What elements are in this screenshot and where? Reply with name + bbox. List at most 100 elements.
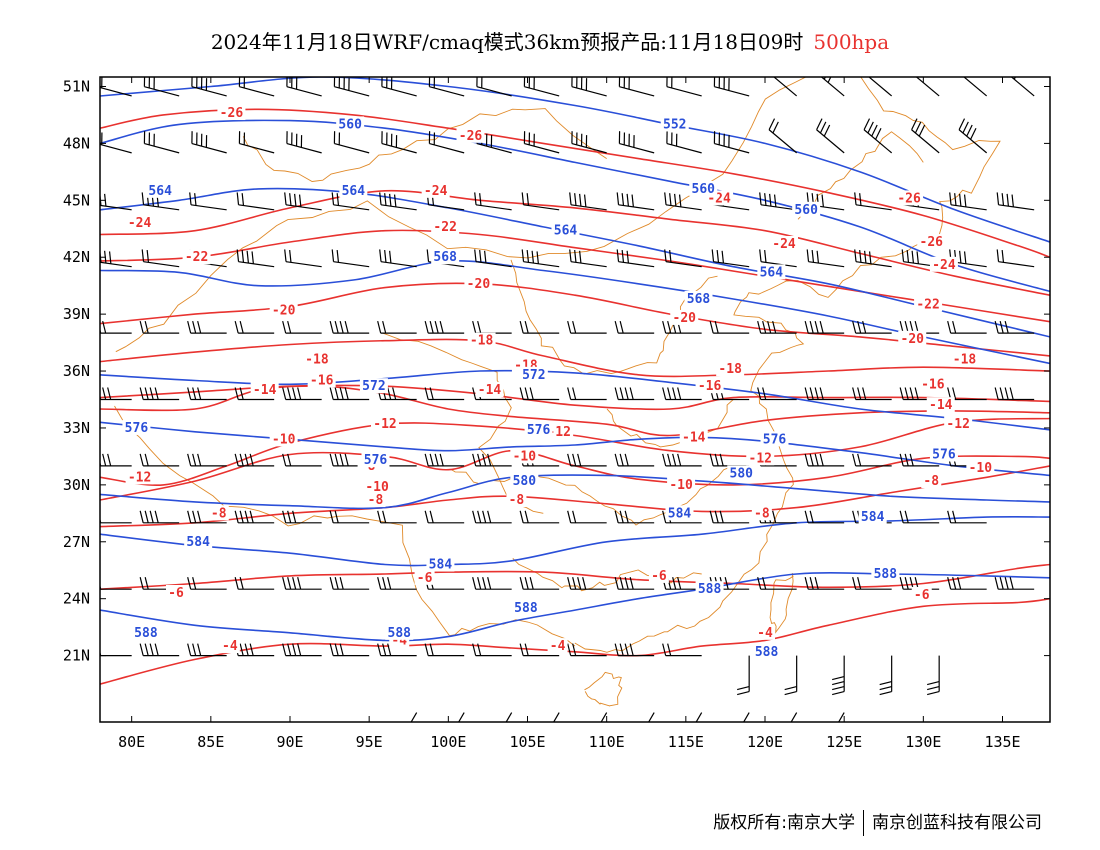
wind-barb bbox=[377, 320, 417, 334]
contour-label-bg bbox=[182, 249, 211, 265]
contour-label-bg bbox=[917, 234, 946, 250]
boundary-line bbox=[512, 557, 702, 592]
wind-barb bbox=[832, 655, 845, 696]
wind-barb bbox=[519, 577, 560, 590]
contour-label-bg bbox=[510, 473, 539, 489]
contour-label: 580 bbox=[513, 474, 537, 489]
boundary-line bbox=[242, 108, 607, 182]
wind-barb bbox=[377, 577, 417, 590]
wind-barb bbox=[474, 192, 512, 211]
wind-barb bbox=[852, 387, 892, 401]
contour-label-bg bbox=[385, 624, 414, 640]
contour-label: -14 bbox=[253, 383, 277, 398]
wind-barb bbox=[139, 387, 180, 401]
wind-barb bbox=[567, 453, 607, 467]
wind-barb bbox=[804, 577, 845, 590]
contour-label-bg bbox=[858, 509, 887, 525]
contour-label: 584 bbox=[861, 510, 885, 525]
contour-labels: -26-26-26-26-24-24-24-24-24-22-22-22-20-… bbox=[122, 105, 995, 660]
wind-barb bbox=[662, 453, 702, 467]
wind-barb bbox=[282, 643, 322, 657]
contour-label: 564 bbox=[148, 184, 172, 199]
contour-label: -20 bbox=[901, 332, 925, 347]
contour-label-bg bbox=[757, 264, 786, 280]
contour-label-bg bbox=[929, 446, 958, 462]
contour-label: -6 bbox=[914, 588, 930, 603]
contour-label-bg bbox=[929, 256, 958, 272]
wind-barb bbox=[286, 131, 322, 154]
contour-label: 576 bbox=[125, 421, 149, 436]
contour-label: -10 bbox=[669, 478, 693, 493]
boundary-line bbox=[114, 405, 576, 647]
wind-barb bbox=[519, 510, 560, 524]
contour-label-bg bbox=[944, 416, 973, 432]
wind-barb bbox=[614, 387, 655, 401]
wind-barb bbox=[854, 249, 892, 268]
temperature-contour-line bbox=[100, 282, 1050, 357]
wind-barb bbox=[567, 387, 607, 401]
contour-label: -12 bbox=[946, 417, 969, 432]
y-tick-label: 48N bbox=[63, 134, 90, 152]
temperature-contour-line bbox=[100, 597, 1050, 685]
wind-barb bbox=[100, 517, 132, 524]
contour-label: 564 bbox=[342, 184, 366, 199]
wind-barb bbox=[709, 320, 750, 334]
contour-label-bg bbox=[421, 182, 450, 198]
wind-barb bbox=[911, 118, 940, 154]
contour-label: 560 bbox=[794, 203, 818, 218]
wind-barb bbox=[139, 320, 180, 334]
contour-label-bg bbox=[792, 201, 821, 217]
contour-label: 588 bbox=[514, 601, 538, 616]
wind-barb bbox=[381, 131, 417, 154]
contour-label: -8 bbox=[211, 506, 227, 521]
wind-barb bbox=[790, 712, 798, 722]
wind-barb bbox=[784, 655, 798, 696]
contour-label: -14 bbox=[682, 430, 706, 445]
contour-label: 588 bbox=[874, 567, 898, 582]
y-tick-label: 24N bbox=[63, 590, 90, 608]
contour-label-bg bbox=[918, 376, 947, 392]
wind-barb bbox=[879, 655, 893, 696]
boundary-line bbox=[450, 465, 734, 526]
x-tick-label: 110E bbox=[589, 733, 625, 751]
wind-barb bbox=[379, 249, 417, 268]
wind-barb bbox=[757, 320, 797, 334]
axes: 80E 85E 90E 95E 100E 105E 110E 115E 120E 125E 130E… bbox=[63, 77, 1050, 751]
wind-barb bbox=[713, 77, 750, 97]
contour-label: 560 bbox=[338, 117, 362, 132]
wind-barb bbox=[377, 643, 417, 657]
temperature-contour-line bbox=[100, 338, 1050, 378]
contour-label: 564 bbox=[554, 224, 578, 239]
wind-barb bbox=[424, 387, 465, 401]
wind-barb bbox=[614, 320, 655, 334]
wind-barb bbox=[474, 249, 512, 268]
wind-barb bbox=[709, 510, 750, 524]
contour-label: -4 bbox=[757, 626, 773, 641]
wind-barb bbox=[238, 131, 275, 154]
wind-barb bbox=[768, 118, 798, 154]
contour-label: -24 bbox=[932, 258, 956, 273]
x-tick-label: 105E bbox=[509, 733, 545, 751]
wind-barb bbox=[820, 77, 845, 97]
contour-label-bg bbox=[966, 459, 995, 475]
contour-label: 588 bbox=[134, 626, 158, 641]
contour-label-bg bbox=[755, 624, 775, 640]
wind-barb bbox=[284, 249, 322, 268]
wind-barb bbox=[567, 320, 607, 334]
wind-barb bbox=[737, 655, 750, 696]
contour-label: -20 bbox=[467, 277, 491, 292]
contour-label-bg bbox=[217, 105, 246, 121]
wind-barb bbox=[852, 577, 892, 590]
temperature-contour-line bbox=[100, 385, 1050, 437]
y-tick-label: 39N bbox=[63, 305, 90, 323]
temperature-contour-line bbox=[100, 229, 1050, 323]
contour-label: 588 bbox=[388, 626, 412, 641]
contour-label-bg bbox=[371, 416, 399, 432]
wind-barb bbox=[958, 118, 988, 154]
contour-label-bg bbox=[250, 382, 279, 398]
contour-label-bg bbox=[760, 431, 789, 447]
wind-barb bbox=[614, 453, 655, 467]
x-tick-label: 85E bbox=[197, 733, 224, 751]
x-tick-label: 95E bbox=[356, 733, 383, 751]
